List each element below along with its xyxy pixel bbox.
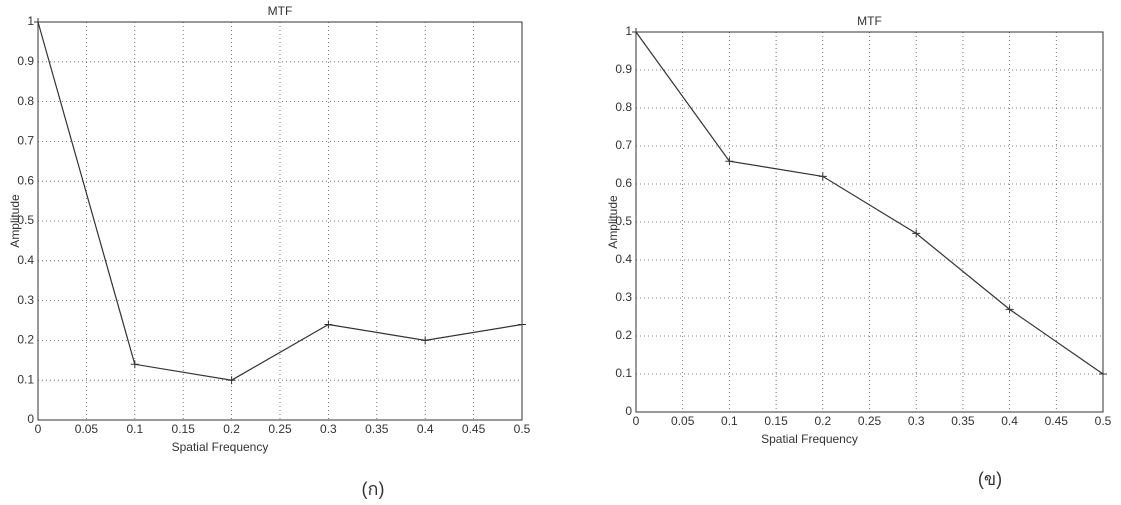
marker xyxy=(1005,305,1014,314)
y-tick-label: 0.8 xyxy=(17,94,34,108)
marker xyxy=(632,28,640,36)
y-tick-label: 0.5 xyxy=(615,214,632,228)
y-tick-label: 0.6 xyxy=(17,173,34,187)
x-axis-label: Spatial Frequency xyxy=(172,440,269,454)
marker xyxy=(818,172,827,181)
y-tick-label: 0 xyxy=(27,412,34,426)
marker xyxy=(725,157,734,166)
x-tick-label: 0.45 xyxy=(462,422,486,436)
x-tick-label: 0.15 xyxy=(172,422,196,436)
x-tick-label: 0.45 xyxy=(1045,414,1069,428)
x-tick-label: 0.25 xyxy=(858,414,882,428)
x-tick-label: 0 xyxy=(35,422,42,436)
y-tick-label: 1 xyxy=(625,24,632,38)
x-tick-label: 0.2 xyxy=(814,414,831,428)
marker xyxy=(1099,370,1107,378)
x-tick-label: 0.3 xyxy=(908,414,925,428)
x-axis-label: Spatial Frequency xyxy=(761,432,858,446)
y-axis-label: Amplitude xyxy=(606,195,620,249)
plot-frame xyxy=(635,31,1104,413)
x-tick-label: 0.15 xyxy=(764,414,788,428)
y-tick-label: 0.7 xyxy=(615,138,632,152)
y-tick-label: 0.1 xyxy=(615,366,632,380)
y-tick-label: 0.6 xyxy=(615,176,632,190)
x-tick-label: 0.1 xyxy=(721,414,738,428)
y-axis-label: Amplitude xyxy=(8,194,22,248)
x-tick-label: 0.35 xyxy=(951,414,975,428)
marker xyxy=(227,376,236,385)
x-tick-label: 0.5 xyxy=(1095,414,1112,428)
x-tick-label: 0.5 xyxy=(514,422,531,436)
marker xyxy=(912,229,921,238)
y-tick-label: 0.8 xyxy=(615,100,632,114)
line xyxy=(37,21,523,381)
y-tick-label: 0.9 xyxy=(17,54,34,68)
x-tick-label: 0.4 xyxy=(417,422,434,436)
y-tick-label: 0.4 xyxy=(615,252,632,266)
marker xyxy=(518,320,526,329)
x-tick-label: 0.35 xyxy=(365,422,389,436)
y-tick-label: 0.3 xyxy=(615,290,632,304)
line xyxy=(635,31,1104,375)
y-tick-label: 0.2 xyxy=(17,333,34,347)
y-tick-label: 0 xyxy=(625,404,632,418)
marker xyxy=(324,320,333,329)
y-tick-label: 0.5 xyxy=(17,213,34,227)
caption: (ก) xyxy=(362,479,385,499)
marker xyxy=(34,18,42,26)
chart-title: MTF xyxy=(268,4,293,18)
y-tick-label: 0.3 xyxy=(17,293,34,307)
x-tick-label: 0.05 xyxy=(75,422,99,436)
y-tick-label: 0.1 xyxy=(17,372,34,386)
y-tick-label: 0.4 xyxy=(17,253,34,267)
marker xyxy=(130,360,139,369)
chart-title: MTF xyxy=(857,14,882,28)
x-tick-label: 0.25 xyxy=(268,422,292,436)
caption: (ข) xyxy=(978,469,1002,489)
x-tick-label: 0.1 xyxy=(126,422,143,436)
y-tick-label: 0.9 xyxy=(615,62,632,76)
y-tick-label: 1 xyxy=(27,14,34,28)
y-tick-label: 0.7 xyxy=(17,134,34,148)
x-tick-label: 0 xyxy=(633,414,640,428)
y-tick-label: 0.2 xyxy=(615,328,632,342)
x-tick-label: 0.3 xyxy=(320,422,337,436)
marker xyxy=(421,336,430,345)
x-tick-label: 0.4 xyxy=(1001,414,1018,428)
plot-frame xyxy=(37,21,523,421)
x-tick-label: 0.2 xyxy=(223,422,240,436)
x-tick-label: 0.05 xyxy=(671,414,695,428)
